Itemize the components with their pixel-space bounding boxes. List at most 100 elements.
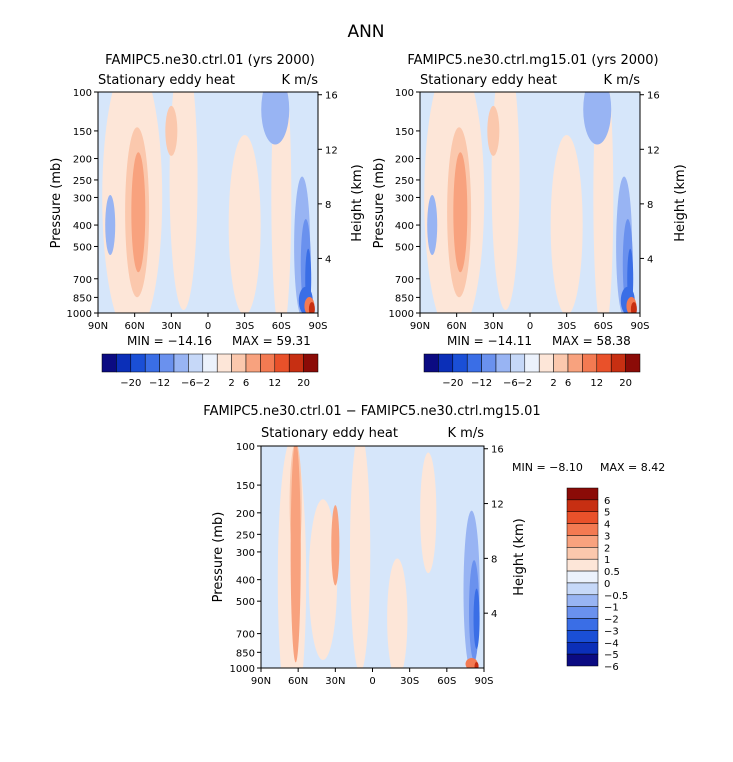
colorbar-swatch bbox=[274, 353, 290, 373]
panel-2-colorbar: −20 −12 −6 −2 2 6 12 20 bbox=[423, 353, 641, 389]
x-tick-label: 90N bbox=[88, 321, 108, 332]
x-tick-label: 30N bbox=[325, 676, 345, 687]
panel-2-right-string: K m/s bbox=[604, 73, 641, 88]
colorbar-swatch bbox=[566, 642, 599, 655]
colorbar-label: 20 bbox=[297, 378, 310, 389]
y-tick-label: 1000 bbox=[230, 664, 255, 675]
colorbar-swatch bbox=[481, 353, 497, 373]
colorbar-swatch bbox=[566, 606, 599, 619]
colorbar-label: −1 bbox=[604, 603, 619, 614]
contour-region bbox=[349, 446, 371, 668]
colorbar-swatch bbox=[101, 353, 117, 373]
x-tick-label: 30N bbox=[161, 321, 181, 332]
x-tick-label: 60N bbox=[288, 676, 308, 687]
y-tick-label: 400 bbox=[395, 221, 414, 232]
x-tick-label: 60S bbox=[437, 676, 456, 687]
panel-1-ylabel: Pressure (mb) bbox=[49, 158, 64, 249]
contour-region bbox=[271, 92, 292, 313]
colorbar-swatch bbox=[303, 353, 319, 373]
y-tick-label: 300 bbox=[395, 193, 414, 204]
colorbar-swatch bbox=[566, 523, 599, 536]
y-right-tick-label: 12 bbox=[491, 500, 504, 511]
panel-2-y-right-ticks: 16 12 8 4 bbox=[640, 91, 660, 265]
colorbar-swatch bbox=[495, 353, 511, 373]
colorbar-swatch bbox=[524, 353, 540, 373]
x-tick-label: 30S bbox=[400, 676, 419, 687]
panel-3: FAMIPC5.ne30.ctrl.01 − FAMIPC5.ne30.ctrl… bbox=[203, 404, 665, 687]
panel-1-ylabel-right: Height (km) bbox=[350, 164, 365, 241]
colorbar-swatch bbox=[566, 582, 599, 596]
colorbar-label: −5 bbox=[604, 650, 619, 661]
panel-3-ylabel-right: Height (km) bbox=[512, 518, 527, 595]
colorbar-label: 6 bbox=[565, 378, 571, 389]
contour-region bbox=[165, 105, 178, 156]
panel-1-right-string: K m/s bbox=[282, 73, 319, 88]
colorbar-swatch bbox=[245, 353, 261, 373]
y-right-tick-label: 8 bbox=[491, 554, 497, 565]
panel-1-colorbar: −20 −12 −6 −2 2 6 12 20 bbox=[101, 353, 319, 389]
y-right-tick-label: 12 bbox=[647, 145, 660, 156]
y-tick-label: 300 bbox=[236, 548, 255, 559]
x-tick-label: 0 bbox=[205, 321, 211, 332]
contour-region bbox=[169, 92, 198, 310]
contour-region bbox=[550, 135, 583, 313]
colorbar-swatch bbox=[566, 511, 599, 524]
panel-2-field bbox=[420, 92, 640, 313]
colorbar-swatch bbox=[566, 558, 599, 572]
contour-region bbox=[228, 135, 261, 313]
colorbar-swatch bbox=[144, 353, 160, 373]
y-tick-label: 150 bbox=[73, 127, 92, 138]
colorbar-label: −6 bbox=[604, 662, 619, 673]
panel-3-title: FAMIPC5.ne30.ctrl.01 − FAMIPC5.ne30.ctrl… bbox=[203, 404, 540, 419]
colorbar-swatch bbox=[596, 353, 612, 373]
colorbar-label: 2 bbox=[228, 378, 234, 389]
y-tick-label: 200 bbox=[395, 155, 414, 166]
panel-2-y-ticks: 100 150 200 250 300 400 500 700 850 1000 bbox=[389, 88, 420, 320]
contour-region bbox=[331, 505, 340, 586]
y-tick-label: 100 bbox=[395, 88, 414, 99]
colorbar-label: 2 bbox=[550, 378, 556, 389]
contour-region bbox=[308, 499, 338, 661]
y-tick-label: 850 bbox=[73, 293, 92, 304]
panel-3-y-ticks: 100 150 200 250 300 400 500 700 850 1000 bbox=[230, 442, 261, 675]
colorbar-swatch bbox=[510, 353, 526, 373]
colorbar-label: −2 bbox=[517, 378, 532, 389]
colorbar-label: 4 bbox=[604, 520, 610, 531]
colorbar-label: 5 bbox=[604, 508, 610, 519]
colorbar-label: −20 bbox=[120, 378, 141, 389]
x-tick-label: 0 bbox=[527, 321, 533, 332]
contour-region bbox=[593, 92, 614, 313]
colorbar-swatch bbox=[260, 353, 276, 373]
colorbar-swatch bbox=[566, 618, 599, 631]
colorbar-swatch bbox=[173, 353, 189, 373]
panel-3-ylabel: Pressure (mb) bbox=[211, 512, 226, 603]
contour-region bbox=[630, 302, 637, 313]
colorbar-swatch bbox=[438, 353, 454, 373]
y-tick-label: 500 bbox=[236, 597, 255, 608]
y-right-tick-label: 4 bbox=[491, 609, 497, 620]
colorbar-swatch bbox=[567, 353, 583, 373]
y-tick-label: 850 bbox=[236, 648, 255, 659]
y-tick-label: 700 bbox=[236, 630, 255, 641]
colorbar-swatch bbox=[216, 353, 232, 373]
contour-region bbox=[453, 152, 468, 273]
contour-region bbox=[473, 588, 480, 649]
x-tick-label: 90S bbox=[630, 321, 649, 332]
y-tick-label: 400 bbox=[236, 576, 255, 587]
colorbar-label: 0.5 bbox=[604, 567, 620, 578]
contour-region bbox=[308, 302, 315, 313]
y-tick-label: 500 bbox=[395, 242, 414, 253]
colorbar-swatch bbox=[610, 353, 626, 373]
y-right-tick-label: 12 bbox=[325, 145, 338, 156]
x-tick-label: 30S bbox=[557, 321, 576, 332]
panel-1-y-ticks: 100 150 200 250 300 400 500 700 850 1000 bbox=[67, 88, 98, 320]
y-right-tick-label: 8 bbox=[647, 200, 653, 211]
contour-region bbox=[491, 92, 520, 310]
figure-title: ANN bbox=[347, 22, 384, 42]
panel-2-ylabel-right: Height (km) bbox=[673, 164, 688, 241]
x-tick-label: 60N bbox=[125, 321, 145, 332]
y-tick-label: 1000 bbox=[389, 309, 414, 320]
x-tick-label: 30S bbox=[235, 321, 254, 332]
panel-3-min: MIN = −8.10 bbox=[512, 461, 583, 474]
